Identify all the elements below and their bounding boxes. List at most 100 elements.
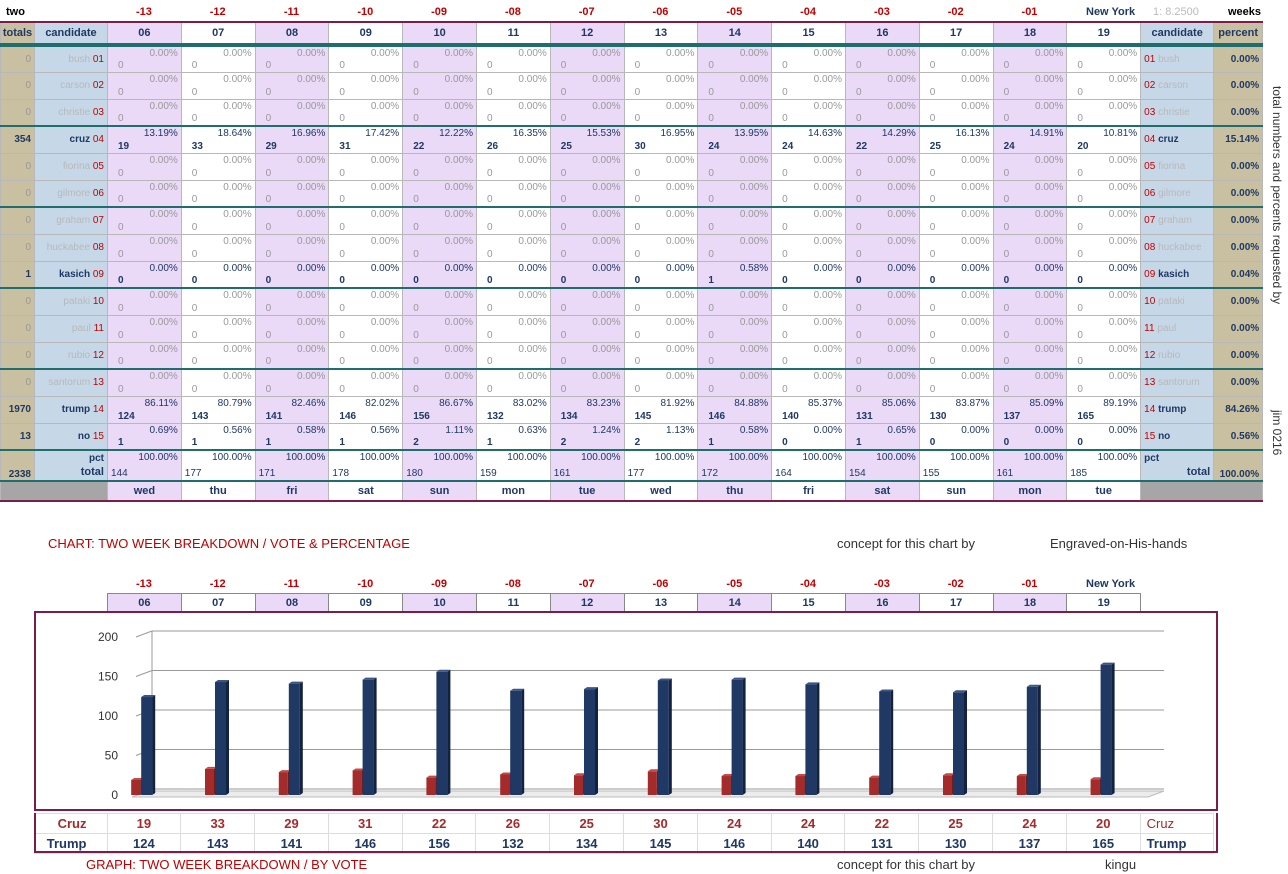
- vote-count: 0: [1077, 248, 1083, 260]
- day-offset: -10: [357, 6, 374, 18]
- vote-cell: 85.37% 140: [771, 395, 846, 424]
- vote-count: 0: [855, 302, 862, 314]
- vote-count: 0: [486, 356, 493, 367]
- vote-cell: 0.00% 0: [992, 233, 1068, 262]
- vote-percent: 0.00%: [444, 343, 473, 355]
- vote-percent: 0.00%: [813, 424, 842, 436]
- vote-cell: 0.00% 0: [549, 368, 625, 397]
- vote-cell: 83.02% 132: [475, 395, 551, 424]
- candidate-name: christie: [1158, 106, 1190, 118]
- vote-percent: 0.58%: [297, 424, 326, 436]
- candidate-name-cell: cruz 04: [34, 125, 108, 154]
- vote-count: 0: [1077, 221, 1083, 233]
- vote-count: 0: [560, 86, 567, 98]
- vote-count: 0: [782, 248, 788, 260]
- total-percent: 100.00%: [359, 452, 400, 463]
- vote-cell: 0.00% 0: [918, 179, 994, 208]
- vote-percent: 85.06%: [881, 397, 916, 409]
- candidate-row: 0 santorum 13 0.00% 0 0.00% 0 0.00% 0 0.00% 0 0.00…: [0, 368, 1264, 397]
- vote-percent: 16.13%: [955, 128, 990, 139]
- vote-count: 0: [929, 194, 936, 205]
- candidate-name: pataki: [63, 296, 91, 308]
- vote-cell: 0.00% 0: [402, 44, 477, 73]
- candidate-name: pataki: [1158, 296, 1185, 308]
- graph-date: 08: [254, 593, 330, 613]
- total-label: total: [1186, 466, 1211, 478]
- candidate-percent: 84.26%: [1213, 395, 1264, 424]
- vote-count: 0: [1003, 275, 1010, 286]
- vote-count: 156: [413, 410, 430, 422]
- vote-cell: 0.00% 0: [623, 314, 699, 343]
- graph-series-row: Trump 124 143 141 146 156 132 134 145 146 140 131 13…: [0, 833, 1214, 854]
- vote-percent: 0.00%: [739, 371, 769, 382]
- vote-cell: 1.24% 2: [549, 422, 625, 451]
- vote-cell: 0.00% 0: [328, 314, 404, 343]
- date-header: 15: [771, 21, 846, 47]
- vote-count: 0: [560, 59, 567, 71]
- candidate-row: 0 graham 07 0.00% 0 0.00% 0 0.00% 0 0.00% 0 0.00% 0…: [0, 206, 1264, 235]
- vote-percent: 0.56%: [223, 424, 252, 436]
- vote-count: 0: [634, 275, 641, 286]
- vote-count: 0: [191, 302, 198, 314]
- vote-percent: 0.00%: [1108, 73, 1138, 85]
- series-value: 20: [1065, 813, 1141, 834]
- vote-count: 0: [191, 86, 198, 98]
- series-value: 131: [844, 833, 920, 854]
- candidate-row: 0 gilmore 06 0.00% 0 0.00% 0 0.00% 0 0.00% 0 0.00%…: [0, 179, 1264, 208]
- vote-percent: 0.00%: [518, 154, 547, 166]
- vote-percent: 0.00%: [370, 154, 400, 166]
- candidate-name: santorum: [1158, 377, 1200, 389]
- vote-percent: 0.00%: [1035, 290, 1064, 301]
- vote-percent: 0.00%: [813, 371, 842, 382]
- vote-cell: 0.00% 0: [549, 206, 625, 235]
- candidate-name: trump: [61, 404, 91, 415]
- candidate-name-cell: pataki 10: [34, 287, 108, 316]
- candidate-name: paul: [71, 323, 91, 334]
- vote-percent: 0.00%: [813, 181, 842, 193]
- vote-count: 0: [413, 248, 419, 260]
- series-value: 33: [180, 813, 256, 834]
- vote-count: 0: [118, 113, 124, 124]
- vote-count: 0: [265, 329, 272, 341]
- vote-percent: 0.00%: [666, 48, 695, 59]
- graph-date: 13: [623, 593, 699, 613]
- vote-percent: 0.00%: [149, 73, 178, 85]
- vote-cell: 0.00% 0: [549, 179, 625, 208]
- vote-cell: 0.00% 0: [844, 233, 920, 262]
- vote-count: 0: [339, 86, 345, 98]
- chart-concept-label: concept for this chart by: [837, 536, 976, 551]
- vote-count: 0: [339, 59, 345, 71]
- vote-cell: 0.00% 0: [1066, 44, 1142, 73]
- vote-cell: 0.00% 0: [475, 260, 551, 289]
- vote-percent: 0.00%: [961, 48, 990, 59]
- vote-cell: 0.00% 0: [623, 260, 699, 289]
- vote-percent: 0.00%: [739, 100, 769, 112]
- vote-cell: 0.00% 0: [549, 152, 625, 181]
- vote-cell: 0.00% 0: [771, 233, 846, 262]
- vote-count: 0: [118, 329, 124, 341]
- graph-credit: kingu: [1105, 857, 1137, 872]
- vote-count: 0: [191, 329, 198, 341]
- vote-count: 0: [1077, 383, 1083, 395]
- candidate-number: 10: [1144, 296, 1156, 308]
- vote-count: 0: [929, 167, 936, 179]
- vote-cell: 0.00% 0: [697, 179, 773, 208]
- vote-cell: 0.00% 0: [697, 152, 773, 181]
- vote-percent: 0.00%: [739, 343, 769, 355]
- vote-count: 0: [708, 86, 714, 98]
- trump-bar: [141, 695, 156, 795]
- vote-count: 0: [191, 113, 198, 124]
- vote-cell: 0.00% 0: [180, 233, 256, 262]
- vote-count: 0: [191, 59, 198, 71]
- vote-percent: 0.00%: [149, 154, 178, 166]
- candidate-name-cell-right: 05 fiorina: [1140, 152, 1215, 181]
- vote-percent: 0.00%: [592, 316, 621, 328]
- weekday: mon: [992, 480, 1068, 502]
- vote-cell: 0.00% 0: [623, 152, 699, 181]
- candidate-name: paul: [1157, 323, 1177, 334]
- vote-percent: 0.00%: [444, 262, 473, 274]
- vote-count: 22: [855, 140, 868, 152]
- vote-cell: 0.00% 0: [771, 44, 846, 73]
- vote-percent: 0.00%: [813, 73, 842, 85]
- vote-cell: 0.00% 0: [1066, 71, 1142, 100]
